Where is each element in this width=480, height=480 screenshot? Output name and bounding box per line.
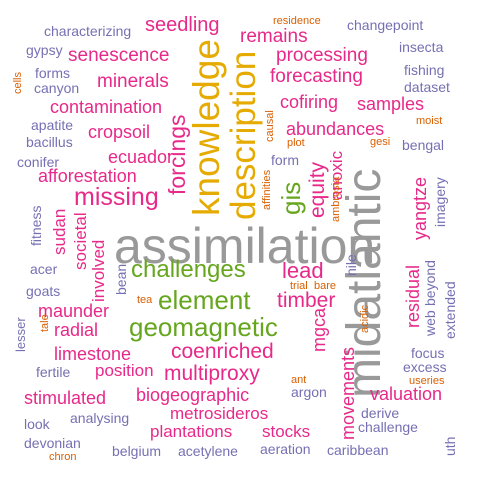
word-useries: useries	[409, 375, 445, 387]
word-causal: causal	[264, 110, 276, 142]
word-bengal: bengal	[402, 137, 445, 153]
word-characterizing: characterizing	[44, 23, 132, 39]
word-analysing: analysing	[70, 410, 130, 426]
word-trial: trial	[290, 280, 308, 292]
word-lesser: lesser	[13, 317, 28, 352]
word-abundances: abundances	[286, 119, 385, 139]
word-movements: movements	[338, 346, 358, 440]
word-tale: tale	[39, 314, 51, 332]
word-changepoint: changepoint	[347, 17, 424, 33]
word-belgium: belgium	[112, 443, 162, 459]
word-sudan: sudan	[50, 208, 69, 255]
word-residence: residence	[273, 15, 321, 27]
word-beyond: beyond	[422, 260, 438, 306]
word-plantations: plantations	[150, 422, 233, 441]
word-acetylene: acetylene	[178, 443, 238, 459]
word-stocks: stocks	[262, 422, 311, 441]
word-challenges: challenges	[131, 256, 246, 283]
word-bean: bean	[113, 263, 129, 295]
word-forms: forms	[35, 65, 70, 81]
word-senescence: senescence	[68, 45, 170, 66]
word-chron: chron	[49, 451, 77, 463]
word-samples: samples	[357, 94, 425, 114]
word-gesi: gesi	[370, 136, 391, 148]
word-fertile: fertile	[36, 364, 71, 380]
word-missing: missing	[74, 183, 159, 211]
word-dataset: dataset	[404, 79, 450, 95]
word-tea: tea	[137, 294, 153, 306]
word-involved: involved	[89, 239, 108, 302]
word-position: position	[95, 361, 154, 380]
word-canyon: canyon	[34, 80, 80, 96]
word-moist: moist	[416, 115, 443, 127]
word-knowledge: knowledge	[186, 39, 227, 216]
word-fishing: fishing	[404, 62, 445, 78]
word-mgca: mgca	[309, 307, 329, 352]
word-aeration: aeration	[260, 441, 311, 457]
word-argon: argon	[291, 384, 327, 400]
word-excess: excess	[403, 359, 447, 375]
word-lead: lead	[282, 258, 324, 283]
word-plot: plot	[287, 137, 305, 149]
word-goats: goats	[26, 283, 61, 299]
word-web: web	[422, 310, 438, 336]
word-equity: equity	[306, 161, 329, 218]
word-ant: ant	[291, 374, 307, 386]
word-contamination: contamination	[50, 97, 163, 117]
word-forecasting: forecasting	[270, 66, 363, 87]
word-affinities: affinities	[261, 169, 273, 210]
word-multiproxy: multiproxy	[164, 362, 260, 385]
word-form: form	[271, 152, 299, 168]
word-devonian: devonian	[24, 435, 81, 451]
word-fitness: fitness	[28, 205, 44, 246]
word-element: element	[158, 285, 251, 315]
word-timber: timber	[277, 289, 336, 312]
word-ecuador: ecuador	[108, 147, 174, 167]
word-derive: derive	[361, 405, 400, 421]
word-radial: radial	[54, 320, 99, 340]
word-insecta: insecta	[399, 39, 444, 55]
word-extended: extended	[442, 281, 458, 339]
word-cofiring: cofiring	[280, 92, 339, 112]
word-societal: societal	[71, 212, 90, 270]
word-stimulated: stimulated	[24, 388, 107, 408]
word-focus: focus	[411, 345, 445, 361]
word-bacillus: bacillus	[26, 134, 73, 150]
word-cropsoil: cropsoil	[88, 122, 151, 142]
word-remains: remains	[240, 26, 308, 47]
word-apatite: apatite	[31, 117, 74, 133]
word-look: look	[24, 416, 50, 432]
word-conifer: conifer	[17, 154, 60, 170]
word-bare: bare	[314, 280, 337, 292]
word-cells: cells	[12, 71, 24, 94]
word-maunder: maunder	[38, 301, 110, 321]
word-acidic: acidic	[359, 304, 371, 333]
word-nile: nile	[343, 254, 359, 276]
word-metrosideros: metrosideros	[170, 404, 269, 423]
word-uth: uth	[442, 436, 458, 456]
word-assimilation: assimilation	[114, 218, 376, 274]
word-limestone: limestone	[54, 344, 132, 364]
word-caribbean: caribbean	[327, 442, 389, 458]
word-biogeographic: biogeographic	[136, 385, 250, 405]
word-minerals: minerals	[97, 71, 169, 92]
word-geomagnetic: geomagnetic	[129, 312, 278, 342]
word-processing: processing	[276, 45, 368, 66]
word-imagery: imagery	[432, 177, 448, 227]
word-seedling: seedling	[145, 14, 220, 36]
word-gypsy: gypsy	[26, 42, 63, 58]
word-acer: acer	[30, 261, 58, 277]
word-gis: gis	[276, 181, 306, 215]
word-residual: residual	[403, 264, 423, 328]
word-coenriched: coenriched	[171, 340, 274, 363]
word-valuation: valuation	[370, 384, 443, 404]
word-ambrosia: ambrosia	[330, 176, 342, 222]
word-description: description	[224, 50, 263, 220]
word-challenge: challenge	[358, 419, 418, 435]
word-yangtze: yangtze	[410, 176, 430, 240]
word-afforestation: afforestation	[38, 166, 137, 186]
